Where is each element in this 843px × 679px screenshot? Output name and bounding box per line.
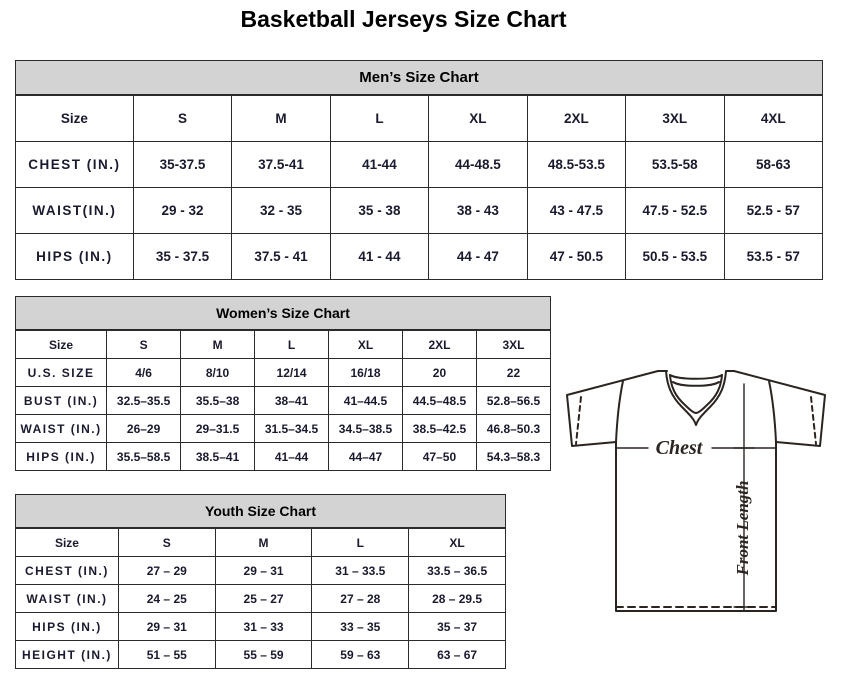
svg-text:Front Length: Front Length bbox=[733, 481, 752, 577]
svg-text:Chest: Chest bbox=[656, 437, 704, 459]
